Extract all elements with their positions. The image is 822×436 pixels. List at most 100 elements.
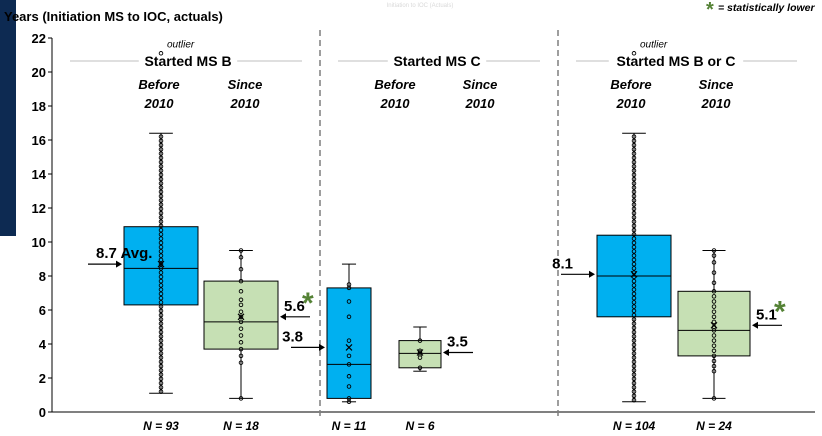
significance-star-icon: * [302, 287, 314, 320]
data-point [631, 249, 637, 254]
data-point [158, 359, 164, 365]
sample-size-label: N = 104 [613, 419, 656, 433]
data-point [158, 385, 164, 390]
data-point [631, 278, 637, 284]
data-point [238, 302, 244, 308]
data-point [346, 353, 352, 359]
data-point [631, 295, 637, 301]
data-point [631, 189, 637, 195]
group-title: Started MS B or C [616, 53, 735, 69]
y-axis-label: Years (Initiation MS to IOC, actuals) [4, 9, 223, 24]
data-point [158, 138, 164, 144]
data-point [158, 346, 164, 352]
data-point [711, 289, 717, 294]
data-point [631, 172, 637, 178]
data-point [158, 159, 164, 165]
mean-arrow-head [116, 260, 122, 268]
data-point [158, 287, 164, 292]
y-tick-label: 10 [32, 235, 46, 250]
group-title: Started MS C [393, 53, 480, 69]
data-point [417, 350, 423, 355]
data-point [158, 300, 164, 305]
data-point [711, 368, 717, 374]
mean-label: 8.1 [552, 255, 573, 272]
data-point [631, 317, 637, 322]
period-header-line2: 2010 [701, 96, 732, 111]
data-point [238, 353, 244, 359]
data-point [158, 278, 164, 284]
data-point [238, 289, 244, 294]
period-header-line1: Since [463, 77, 498, 92]
data-point [158, 232, 164, 237]
data-point [158, 334, 164, 339]
data-point [346, 299, 352, 304]
mean-arrow-head [589, 270, 595, 278]
data-point [711, 396, 717, 401]
sample-size-label: N = 93 [143, 419, 179, 433]
data-point [631, 283, 637, 288]
data-point [158, 253, 164, 258]
data-point [158, 389, 164, 394]
data-point [631, 325, 637, 331]
data-point [158, 219, 164, 224]
group-title: Started MS B [144, 53, 231, 69]
mean-arrow-head [752, 321, 758, 329]
data-point [711, 348, 717, 354]
data-point [711, 309, 717, 314]
data-point [631, 372, 637, 377]
data-point [158, 172, 164, 178]
mean-label: 5.1 [756, 306, 777, 323]
mean-marker [630, 270, 638, 278]
data-point [631, 219, 637, 224]
mean-label: 3.5 [447, 334, 468, 351]
mean-marker [157, 260, 165, 268]
data-point [631, 155, 637, 161]
data-point [238, 314, 244, 320]
data-point [238, 396, 244, 401]
data-point [158, 168, 164, 173]
period-header-line1: Before [610, 77, 651, 92]
data-point [158, 342, 164, 348]
data-point [158, 295, 164, 301]
data-point [631, 240, 637, 246]
data-point [238, 360, 244, 365]
data-point [158, 380, 164, 386]
data-point [631, 164, 637, 169]
data-point [158, 236, 164, 241]
data-point [711, 299, 717, 304]
data-point [158, 176, 164, 182]
y-tick-label: 22 [32, 31, 46, 46]
data-point [711, 270, 717, 275]
data-point [158, 223, 164, 229]
y-tick-label: 6 [39, 303, 46, 318]
data-point [158, 355, 164, 360]
mean-arrow-head [280, 313, 286, 321]
data-point [158, 227, 164, 233]
data-point [631, 389, 637, 394]
data-point [631, 380, 637, 386]
y-tick-label: 2 [39, 371, 46, 386]
data-point [711, 253, 717, 258]
data-point [711, 343, 717, 348]
data-point [631, 363, 637, 369]
data-point [158, 283, 164, 288]
data-point [158, 312, 164, 318]
y-tick-label: 4 [39, 337, 47, 352]
data-point [158, 363, 164, 369]
data-point [631, 142, 637, 148]
data-point [158, 181, 164, 186]
data-point [711, 319, 717, 325]
data-point [158, 151, 164, 156]
data-point [158, 325, 164, 331]
data-point [158, 189, 164, 195]
data-point [631, 176, 637, 182]
data-point [238, 278, 244, 284]
data-point [158, 147, 164, 152]
y-tick-label: 18 [32, 99, 46, 114]
data-point [158, 368, 164, 373]
outlier-label: outlier [167, 39, 195, 50]
data-point [631, 215, 637, 220]
significance-star-icon: * [774, 295, 786, 328]
data-point [238, 346, 244, 352]
